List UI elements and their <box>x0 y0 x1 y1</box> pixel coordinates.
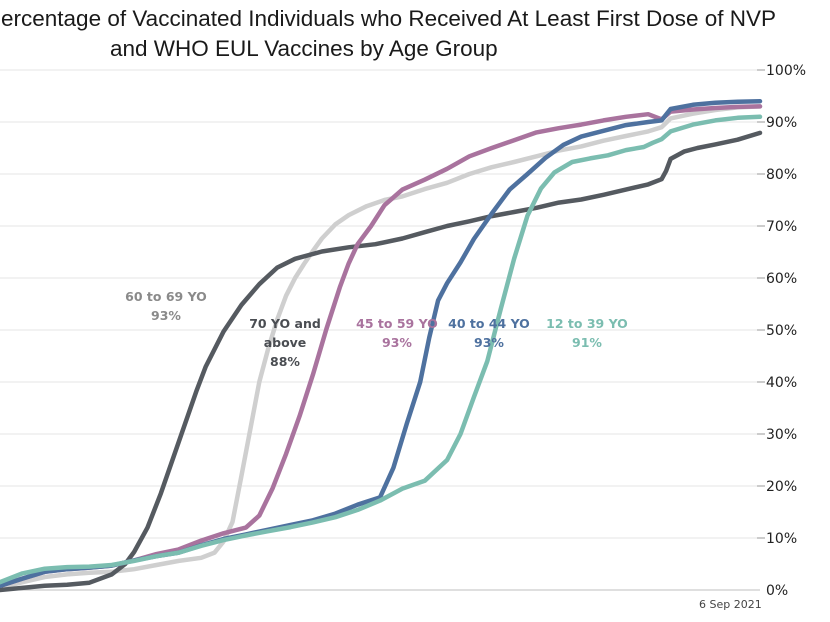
annotation-70-yo-and-above: 70 YO and above 88% <box>249 316 321 369</box>
chart-title-line-2: and WHO EUL Vaccines by Age Group <box>110 36 498 61</box>
annotation-text: 40 to 44 YO <box>448 316 530 331</box>
series-annotations: 60 to 69 YO 93% 70 YO and above 88% 45 to 59 … <box>125 289 628 369</box>
y-tick-label: 90% <box>766 115 797 131</box>
y-tick-label: 80% <box>766 167 797 183</box>
y-tick-label: 50% <box>766 323 797 339</box>
annotation-text: 12 to 39 YO <box>546 316 628 331</box>
annotation-40-to-44-yo: 40 to 44 YO 93% <box>448 316 530 350</box>
annotation-text: 70 YO and <box>249 316 321 331</box>
annotation-text: 93% <box>151 308 181 323</box>
series-line-60-to-69-yo <box>0 104 763 591</box>
y-tick-label: 70% <box>766 219 797 235</box>
annotation-text: above <box>264 335 307 350</box>
date-stamp: 6 Sep 2021 <box>699 598 762 611</box>
y-tick-label: 60% <box>766 271 797 287</box>
annotation-text: 93% <box>382 335 412 350</box>
annotation-text: 88% <box>270 354 300 369</box>
annotation-45-to-59-yo: 45 to 59 YO 93% <box>356 316 438 350</box>
annotation-text: 93% <box>474 335 504 350</box>
annotation-text: 45 to 59 YO <box>356 316 438 331</box>
y-tick-label: 40% <box>766 375 797 391</box>
annotation-text: 60 to 69 YO <box>125 289 207 304</box>
y-tick-label: 30% <box>766 427 797 443</box>
annotation-60-to-69-yo: 60 to 69 YO 93% <box>125 289 207 323</box>
y-axis: 0% 10% 20% 30% 40% 50% 60% 70% 80% 90% 100% <box>757 63 806 599</box>
gridlines <box>0 69 760 539</box>
y-tick-label: 10% <box>766 531 797 547</box>
y-tick-label: 0% <box>766 583 788 599</box>
y-tick-label: 20% <box>766 479 797 495</box>
chart-title: Percentage of Vaccinated Individuals who… <box>0 6 830 66</box>
y-tick-label: 100% <box>766 63 806 79</box>
series-line-70-yo-and-above <box>0 130 763 593</box>
series-line-45-to-59-yo <box>0 104 763 589</box>
chart-title-line-1: Percentage of Vaccinated Individuals who… <box>0 6 777 31</box>
series-lines <box>0 98 763 593</box>
annotation-text: 91% <box>572 335 602 350</box>
series-line-12-to-39-yo <box>0 114 763 585</box>
annotation-12-to-39-yo: 12 to 39 YO 91% <box>546 316 628 350</box>
